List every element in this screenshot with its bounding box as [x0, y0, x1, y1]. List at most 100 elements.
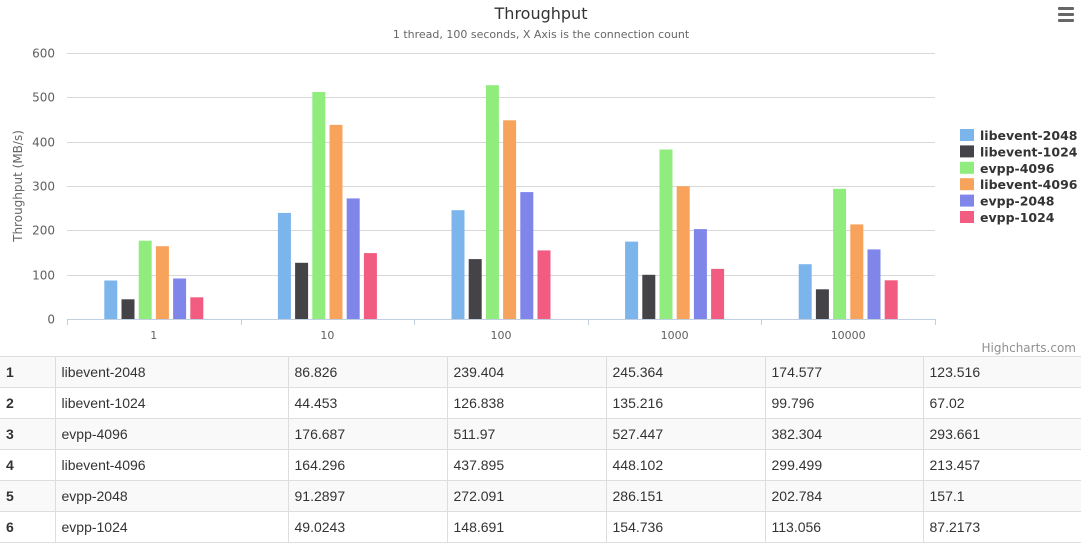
value-cell: 91.2897: [287, 480, 447, 512]
bar-evpp-2048-1[interactable]: [173, 278, 187, 320]
bar-evpp-4096-1[interactable]: [138, 240, 152, 319]
legend-swatch[interactable]: [960, 145, 974, 158]
table-row: 2 libevent-1024 44.453 126.838 135.216 99.796…: [0, 387, 1081, 419]
row-index-cell: 6: [0, 511, 55, 543]
row-index-cell: 2: [0, 387, 55, 419]
value-cell: 148.691: [446, 511, 606, 543]
series-name-cell: evpp-1024: [54, 511, 288, 543]
bar-evpp-4096-10000[interactable]: [833, 188, 847, 319]
bar-libevent-2048-1[interactable]: [104, 280, 118, 320]
value-cell: 511.97: [446, 418, 606, 450]
value-cell: 164.296: [287, 449, 447, 481]
bar-libevent-2048-1000[interactable]: [625, 241, 639, 319]
value-cell: 44.453: [287, 387, 447, 419]
bar-libevent-4096-100[interactable]: [503, 120, 517, 319]
bar-libevent-2048-10[interactable]: [277, 212, 291, 319]
bar-libevent-4096-1[interactable]: [155, 246, 169, 319]
legend-item-label[interactable]: evpp-4096: [980, 161, 1055, 176]
row-index-cell: 3: [0, 418, 55, 450]
legend-swatch[interactable]: [960, 129, 974, 141]
value-cell: 299.499: [764, 449, 923, 481]
x-tick-label: 10: [320, 329, 334, 342]
chart-svg: Throughput 1 thread, 100 seconds, X Axis…: [11, 4, 1078, 342]
bar-evpp-1024-1[interactable]: [190, 297, 204, 319]
y-tick-label: 0: [47, 313, 55, 327]
bar-evpp-1024-100[interactable]: [537, 250, 551, 319]
bar-evpp-4096-100[interactable]: [485, 85, 499, 319]
value-cell: 49.0243: [287, 511, 447, 543]
value-cell: 239.404: [446, 356, 606, 388]
series-name-cell: evpp-4096: [54, 418, 288, 450]
bar-evpp-1024-10000[interactable]: [884, 280, 898, 319]
legend-swatch[interactable]: [960, 178, 974, 191]
bar-libevent-1024-100[interactable]: [468, 259, 482, 319]
bar-libevent-4096-10[interactable]: [329, 124, 343, 320]
x-tick-label: 10000: [831, 329, 866, 342]
legend-item-label[interactable]: evpp-2048: [980, 194, 1055, 209]
bar-evpp-1024-1000[interactable]: [711, 268, 725, 319]
value-cell: 293.661: [922, 418, 1081, 450]
bar-evpp-4096-1000[interactable]: [659, 149, 673, 320]
table-row: 1 libevent-2048 86.826 239.404 245.364 174.57…: [0, 356, 1081, 388]
bar-evpp-2048-10[interactable]: [346, 198, 360, 319]
value-cell: 99.796: [764, 387, 923, 419]
bar-libevent-1024-1[interactable]: [121, 299, 135, 319]
series-name-cell: libevent-4096: [54, 449, 288, 481]
bar-libevent-1024-1000[interactable]: [642, 274, 656, 319]
value-cell: 154.736: [605, 511, 765, 543]
bar-evpp-2048-10000[interactable]: [867, 249, 881, 319]
value-cell: 174.577: [764, 356, 923, 388]
legend-swatch[interactable]: [960, 161, 974, 174]
value-cell: 213.457: [922, 449, 1081, 481]
y-tick-label: 600: [32, 47, 55, 61]
legend-item-label[interactable]: libevent-1024: [980, 144, 1078, 159]
value-cell: 245.364: [605, 356, 765, 388]
y-tick-label: 400: [32, 136, 55, 150]
x-tick-label: 1: [150, 329, 157, 342]
legend-item-label[interactable]: libevent-4096: [980, 177, 1078, 192]
value-cell: 176.687: [287, 418, 447, 450]
y-tick-label: 500: [32, 91, 55, 105]
credits-link[interactable]: Highcharts.com: [981, 341, 1076, 355]
value-cell: 113.056: [764, 511, 923, 543]
value-cell: 123.516: [922, 356, 1081, 388]
x-axis: 1 10 100 1000 10000: [67, 319, 936, 342]
bar-libevent-4096-10000[interactable]: [850, 224, 864, 319]
chart-title: Throughput: [494, 4, 588, 23]
table-row: 6 evpp-1024 49.0243 148.691 154.736 113.056 87…: [0, 511, 1081, 543]
table-row: 5 evpp-2048 91.2897 272.091 286.151 202.784 15…: [0, 480, 1081, 512]
value-cell: 86.826: [287, 356, 447, 388]
series-name-cell: evpp-2048: [54, 480, 288, 512]
y-tick-label: 200: [32, 224, 55, 238]
bar-libevent-1024-10[interactable]: [295, 262, 309, 319]
bar-libevent-4096-1000[interactable]: [676, 186, 690, 319]
value-cell: 157.1: [922, 480, 1081, 512]
value-cell: 126.838: [446, 387, 606, 419]
bar-libevent-1024-10000[interactable]: [815, 289, 829, 319]
bar-evpp-1024-10[interactable]: [363, 253, 377, 319]
value-cell: 382.304: [764, 418, 923, 450]
bar-libevent-2048-10000[interactable]: [798, 264, 812, 319]
bar-evpp-4096-10[interactable]: [312, 92, 326, 319]
y-tick-label: 100: [32, 269, 55, 283]
table-row: 4 libevent-4096 164.296 437.895 448.102 299.4…: [0, 449, 1081, 481]
table-row: 3 evpp-4096 176.687 511.97 527.447 382.304 293…: [0, 418, 1081, 450]
bar-libevent-2048-100[interactable]: [451, 210, 465, 319]
hamburger-menu-icon[interactable]: [1058, 7, 1074, 23]
value-cell: 67.02: [922, 387, 1081, 419]
value-cell: 87.2173: [922, 511, 1081, 543]
value-cell: 286.151: [605, 480, 765, 512]
bar-evpp-2048-100[interactable]: [520, 192, 534, 319]
value-cell: 135.216: [605, 387, 765, 419]
bar-evpp-2048-1000[interactable]: [693, 229, 707, 319]
row-index-cell: 4: [0, 449, 55, 481]
legend-item-label[interactable]: evpp-1024: [980, 210, 1055, 225]
value-cell: 272.091: [446, 480, 606, 512]
y-tick-label: 300: [32, 180, 55, 194]
x-tick-label: 100: [491, 329, 512, 342]
row-index-cell: 1: [0, 356, 55, 388]
legend-swatch[interactable]: [960, 211, 974, 223]
legend-item-label[interactable]: libevent-2048: [980, 128, 1077, 143]
legend-swatch[interactable]: [960, 194, 974, 207]
